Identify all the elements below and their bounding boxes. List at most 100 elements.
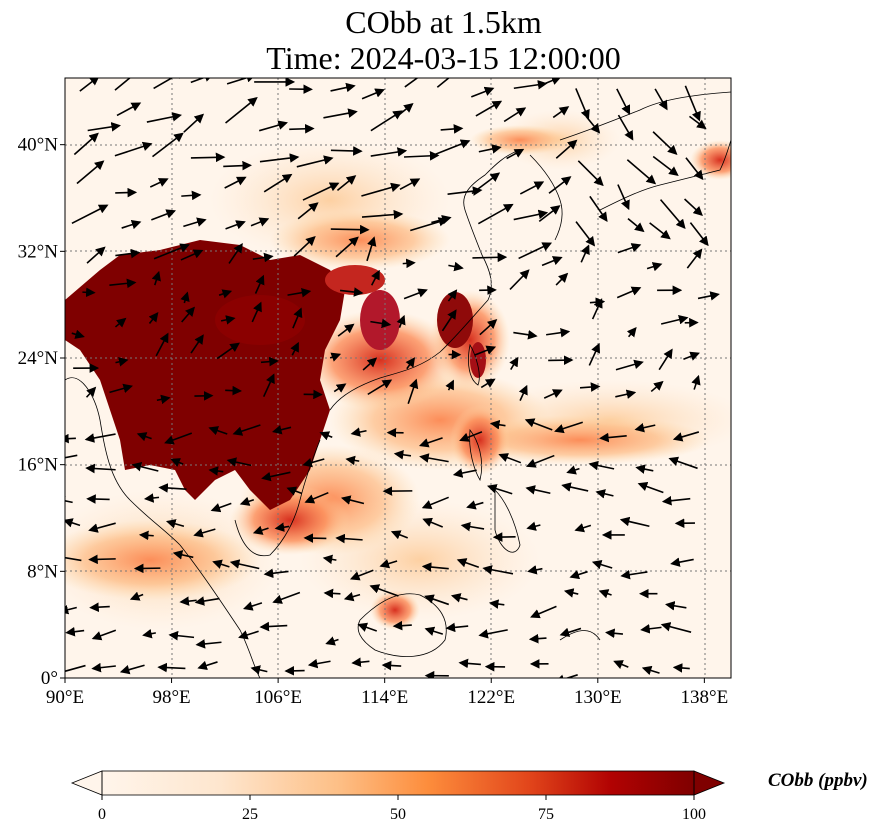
wind-arrow bbox=[440, 124, 464, 134]
wind-arrow bbox=[369, 584, 399, 597]
wind-arrow bbox=[307, 658, 331, 669]
wind-arrow bbox=[208, 466, 224, 476]
wind-arrow bbox=[296, 155, 334, 168]
wind-arrow bbox=[634, 422, 656, 433]
wind-arrow bbox=[258, 120, 288, 132]
wind-arrow bbox=[392, 620, 412, 631]
wind-arrow bbox=[335, 236, 359, 258]
wind-arrow bbox=[575, 221, 596, 247]
wind-arrow bbox=[548, 176, 572, 194]
wind-arrow bbox=[538, 205, 561, 223]
wind-arrow bbox=[319, 431, 333, 441]
wind-arrow bbox=[589, 297, 606, 308]
wind-arrow bbox=[668, 456, 698, 470]
wind-arrow bbox=[228, 242, 243, 264]
concentration-field bbox=[65, 78, 731, 678]
wind-arrow bbox=[345, 455, 360, 466]
wind-arrow bbox=[65, 433, 76, 444]
wind-arrow bbox=[65, 556, 82, 562]
wind-arrow bbox=[91, 662, 116, 673]
wind-arrow bbox=[292, 307, 303, 329]
wind-arrow bbox=[685, 157, 704, 181]
wind-arrow bbox=[114, 141, 153, 157]
wind-arrow bbox=[460, 521, 485, 532]
wind-arrow bbox=[627, 217, 645, 233]
wind-arrow bbox=[399, 178, 421, 191]
wind-arrow bbox=[541, 256, 563, 267]
wind-arrow bbox=[220, 315, 236, 325]
lat-tick-label: 16°N bbox=[18, 455, 59, 476]
wind-arrow bbox=[243, 601, 263, 611]
wind-arrow bbox=[226, 457, 252, 467]
wind-arrow bbox=[660, 622, 692, 633]
wind-arrow bbox=[337, 323, 355, 337]
wind-arrow bbox=[588, 342, 600, 366]
wind-arrow bbox=[304, 491, 329, 504]
wind-arrow bbox=[350, 427, 367, 437]
wind-arrow bbox=[498, 453, 522, 464]
wind-arrow bbox=[665, 601, 687, 611]
wind-arrow bbox=[259, 621, 288, 632]
wind-arrow bbox=[422, 517, 444, 528]
wind-arrow bbox=[272, 591, 301, 604]
wind-arrow bbox=[153, 78, 186, 90]
wind-arrow bbox=[165, 519, 185, 529]
wind-arrow bbox=[617, 243, 642, 254]
wind-arrow bbox=[626, 326, 637, 338]
colorbar-title: CObb (ppbv) bbox=[768, 770, 868, 791]
wind-arrow bbox=[286, 486, 303, 496]
wind-arrow bbox=[617, 184, 630, 211]
wind-arrow bbox=[588, 460, 615, 471]
wind-arrow bbox=[589, 195, 608, 223]
colorbar-extend-min bbox=[70, 770, 103, 796]
wind-arrow bbox=[89, 602, 110, 612]
wind-arrow bbox=[293, 235, 316, 257]
wind-arrow bbox=[323, 588, 341, 599]
latitude-labels: 0° 8°N 16°N 24°N 32°N 40°N bbox=[18, 135, 65, 689]
wind-arrow bbox=[65, 626, 85, 637]
wind-arrow bbox=[158, 483, 187, 493]
wind-arrow bbox=[424, 594, 450, 606]
wind-arrow bbox=[262, 373, 275, 397]
wind-arrow bbox=[330, 146, 363, 156]
gridlines bbox=[65, 78, 731, 678]
wind-arrow bbox=[524, 418, 553, 431]
wind-arrow bbox=[65, 605, 77, 615]
wind-arrow bbox=[405, 357, 416, 370]
wind-arrow bbox=[513, 209, 549, 221]
wind-arrow bbox=[466, 500, 484, 510]
wind-arrow bbox=[115, 357, 129, 367]
wind-arrow bbox=[65, 518, 81, 528]
wind-arrow bbox=[88, 554, 116, 565]
wind-arrow bbox=[615, 359, 644, 371]
wind-arrow bbox=[652, 131, 678, 155]
wind-arrow bbox=[210, 502, 232, 513]
wind-arrow bbox=[260, 356, 279, 367]
wind-arrow bbox=[475, 100, 503, 117]
wind-arrow bbox=[436, 78, 450, 88]
wind-arrow bbox=[297, 202, 319, 220]
wind-arrow bbox=[225, 96, 258, 124]
wind-arrow bbox=[322, 554, 337, 565]
wind-arrow bbox=[509, 356, 519, 370]
wind-arrow bbox=[148, 311, 159, 325]
wind-arrow bbox=[506, 148, 525, 160]
wind-arrow bbox=[85, 386, 97, 398]
wind-arrow bbox=[330, 82, 356, 93]
wind-arrow bbox=[615, 389, 637, 399]
wind-arrow bbox=[617, 114, 634, 141]
wind-arrow bbox=[541, 78, 562, 86]
wind-arrow bbox=[482, 565, 514, 575]
colorbar-tick-label: 25 bbox=[242, 806, 258, 823]
wind-arrow bbox=[170, 458, 184, 467]
wind-arrow bbox=[595, 489, 614, 499]
wind-arrow bbox=[87, 122, 121, 132]
wind-arrow bbox=[136, 432, 152, 442]
wind-vectors bbox=[65, 78, 720, 678]
wind-arrow bbox=[471, 172, 501, 195]
wind-arrow bbox=[616, 286, 642, 299]
wind-arrow bbox=[649, 222, 671, 240]
wind-arrow bbox=[86, 246, 106, 264]
wind-arrow bbox=[402, 258, 416, 269]
